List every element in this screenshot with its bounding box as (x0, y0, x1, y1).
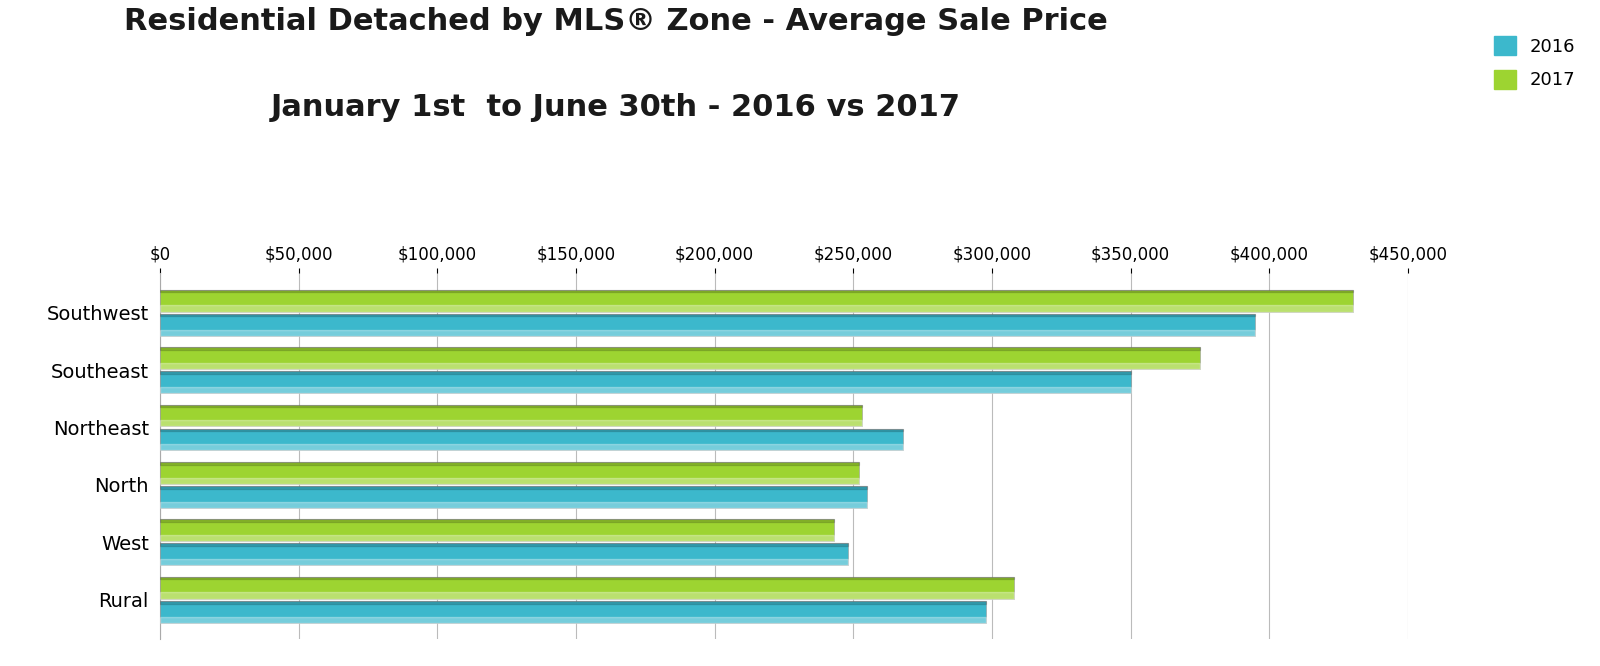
Bar (160, 535, 834, 541)
Bar (160, 577, 1014, 599)
Bar (160, 543, 848, 565)
Bar (160, 593, 1014, 599)
Text: January 1st  to June 30th - 2016 vs 2017: January 1st to June 30th - 2016 vs 2017 (270, 93, 962, 123)
Bar (160, 387, 1131, 393)
Bar (160, 478, 859, 484)
Bar (160, 420, 862, 426)
Bar (160, 314, 1256, 336)
Bar (160, 486, 867, 489)
Bar (160, 363, 1200, 369)
Bar (160, 559, 848, 565)
Bar (160, 404, 862, 407)
Bar (160, 501, 867, 508)
Bar (160, 347, 1200, 350)
Bar (160, 314, 1256, 316)
Bar (160, 462, 859, 465)
Bar (160, 462, 859, 484)
Bar (160, 347, 1200, 369)
Bar (160, 429, 904, 450)
Bar (160, 519, 834, 522)
Bar (160, 577, 1014, 579)
Bar (160, 371, 1131, 374)
Bar (160, 519, 834, 541)
Bar (160, 306, 1352, 312)
Bar (160, 404, 862, 426)
Bar (160, 444, 904, 450)
Bar (160, 486, 867, 508)
Bar (160, 617, 987, 623)
Bar (160, 330, 1256, 336)
Bar (160, 601, 987, 603)
Text: Residential Detached by MLS® Zone - Average Sale Price: Residential Detached by MLS® Zone - Aver… (125, 7, 1107, 36)
Bar (160, 290, 1352, 292)
Bar (160, 601, 987, 623)
Bar (160, 429, 904, 432)
Bar (160, 290, 1352, 312)
Legend: 2016, 2017: 2016, 2017 (1486, 29, 1582, 97)
Bar (160, 371, 1131, 393)
Bar (160, 543, 848, 546)
